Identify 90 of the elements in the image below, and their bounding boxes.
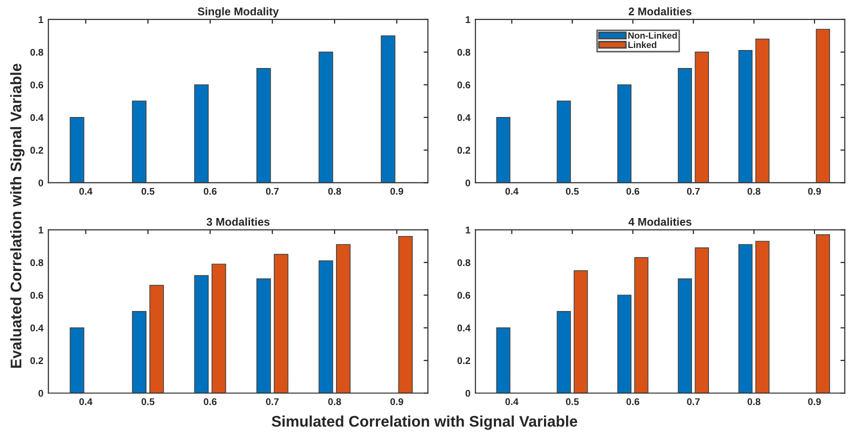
bar — [755, 240, 770, 394]
bar — [398, 236, 413, 394]
chart-title: 3 Modalities — [206, 218, 270, 226]
bar — [816, 234, 830, 394]
y-tick-label: 0.6 — [457, 81, 470, 88]
bar — [496, 117, 510, 183]
bar — [380, 35, 396, 183]
y-tick-label: 1 — [38, 16, 44, 23]
bar — [574, 270, 588, 394]
bar — [132, 100, 146, 183]
y-tick-label: 0.4 — [457, 114, 471, 122]
x-tick-label: 0.7 — [266, 398, 279, 406]
y-tick-label: 0.2 — [457, 146, 470, 154]
y-tick-label: 0.2 — [457, 357, 470, 364]
x-tick-label: 0.9 — [808, 188, 821, 195]
bar — [132, 311, 146, 394]
y-tick-label: 1 — [466, 16, 470, 23]
chart-title: Single Modality — [198, 7, 279, 18]
x-tick-label: 0.6 — [626, 398, 640, 406]
bar — [617, 294, 632, 394]
y-tick-label: 0.8 — [30, 48, 44, 56]
y-tick-label: 0.6 — [457, 292, 470, 299]
y-tick-label: 0 — [38, 179, 44, 186]
x-tick-label: 0.5 — [142, 188, 154, 195]
bar — [738, 50, 753, 183]
bar — [556, 100, 571, 183]
bar — [755, 38, 770, 183]
bar — [816, 28, 830, 183]
y-tick-label: 0.6 — [30, 81, 44, 88]
y-tick-label: 0.4 — [30, 324, 44, 332]
bar — [678, 68, 692, 183]
bar — [556, 311, 571, 394]
y-tick-label: 0 — [466, 390, 470, 397]
x-tick-label: 0.7 — [266, 188, 279, 195]
x-tick-label: 0.9 — [390, 188, 404, 195]
x-axis-title: Simulated Correlation with Signal Variable — [272, 416, 578, 430]
bar — [318, 52, 334, 183]
bar — [256, 68, 271, 183]
bar — [496, 327, 510, 394]
bar — [617, 84, 632, 183]
bar — [694, 52, 709, 183]
y-tick-label: 0.8 — [457, 259, 470, 266]
y-tick-label: 0.8 — [30, 259, 44, 266]
x-tick-label: 0.8 — [748, 398, 760, 406]
bar — [336, 244, 351, 394]
x-tick-label: 0.5 — [566, 398, 579, 406]
bar — [149, 284, 164, 394]
x-tick-label: 0.8 — [748, 188, 760, 195]
y-tick-label: 0.6 — [30, 292, 44, 299]
x-tick-label: 0.7 — [687, 398, 700, 406]
legend-label: Linked — [628, 41, 656, 48]
bar — [194, 275, 209, 394]
bar — [274, 254, 288, 394]
x-tick-label: 0.4 — [79, 188, 92, 195]
x-tick-label: 0.4 — [505, 188, 518, 195]
chart-title: 4 Modalities — [628, 218, 692, 226]
y-tick-label: 1 — [466, 226, 470, 234]
x-tick-label: 0.5 — [566, 188, 579, 195]
bar — [738, 244, 753, 394]
x-tick-label: 0.9 — [808, 398, 821, 406]
chart-title: 2 Modalities — [628, 7, 692, 16]
y-tick-label: 0.2 — [30, 357, 44, 364]
y-tick-label: 0.8 — [457, 48, 470, 56]
bar — [194, 84, 209, 183]
y-tick-label: 0 — [466, 179, 470, 186]
bar — [70, 327, 84, 394]
x-tick-label: 0.9 — [390, 398, 404, 406]
bar — [694, 247, 709, 394]
x-tick-label: 0.5 — [142, 398, 154, 406]
bar — [212, 264, 226, 394]
y-tick-label: 0.4 — [30, 114, 44, 122]
bar — [318, 260, 334, 394]
x-tick-label: 0.6 — [204, 398, 217, 406]
y-tick-label: 0 — [38, 390, 44, 397]
bar — [634, 257, 648, 394]
x-tick-label: 0.4 — [505, 398, 518, 406]
bar — [256, 278, 271, 394]
x-tick-label: 0.4 — [79, 398, 92, 406]
y-tick-label: 0.4 — [457, 324, 471, 332]
x-tick-label: 0.7 — [687, 188, 700, 195]
x-tick-label: 0.6 — [204, 188, 217, 195]
bar — [678, 278, 692, 394]
bar — [70, 117, 84, 183]
y-tick-label: 1 — [38, 226, 44, 234]
x-tick-label: 0.8 — [328, 188, 342, 195]
y-tick-label: 0.2 — [30, 146, 44, 154]
x-tick-label: 0.8 — [328, 398, 342, 406]
legend-label: Non-Linked — [628, 32, 677, 39]
x-tick-label: 0.6 — [626, 188, 640, 195]
y-axis-title: Evaluated Correlation with Signal Variable — [10, 64, 24, 368]
